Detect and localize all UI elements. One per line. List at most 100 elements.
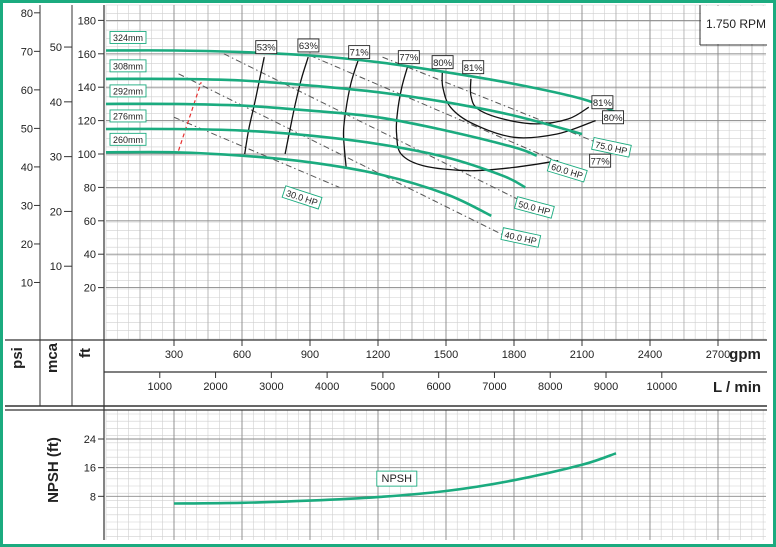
impeller-label-text: 260mm: [113, 135, 143, 145]
power-label-box: [546, 158, 588, 183]
mark-layer: 324mm 308mm 292mm 276mm 260mm 53% 63% 71% 77% 80%…: [105, 31, 632, 505]
power-label-box: [281, 185, 323, 210]
mca-tick-label: 20: [50, 206, 62, 218]
impeller-label: 292mm: [109, 84, 147, 98]
efficiency-label-text: 80%: [433, 58, 453, 69]
power-label-box: [500, 227, 542, 248]
npsh-limit-line: [177, 82, 202, 151]
efficiency-label-box: [397, 50, 420, 65]
efficiency-label-box: [602, 110, 625, 125]
power-label: 75.0 HP: [591, 136, 632, 158]
efficiency-label-box: [462, 60, 485, 75]
impeller-label-text: 324mm: [113, 33, 143, 43]
efficiency-label: 80%: [431, 55, 454, 70]
efficiency-label-box: [255, 40, 278, 55]
power-label-box: [513, 196, 555, 219]
head-curve: [105, 102, 538, 157]
efficiency-label: 53%: [255, 40, 278, 55]
efficiency-label-text: 80%: [604, 113, 624, 124]
efficiency-curve: [284, 56, 309, 155]
npsh-series-label: NPSH: [376, 470, 418, 487]
efficiency-label: 81%: [462, 60, 485, 75]
y-tick-label: 160: [78, 49, 96, 61]
y-tick-label: 20: [84, 283, 96, 295]
efficiency-label-text: 77%: [591, 156, 611, 167]
impeller-label-box: [109, 31, 147, 44]
impeller-label-box: [109, 109, 147, 123]
psi-tick-label: 40: [21, 162, 33, 174]
efficiency-curve: [441, 70, 596, 139]
y-tick-label: 60: [84, 216, 96, 228]
y-tick-label: 120: [78, 116, 96, 128]
efficiency-curve: [342, 60, 359, 170]
head-curve: [105, 77, 583, 136]
x2-tick-label: 8000: [538, 381, 562, 393]
y-tick-label: 100: [78, 149, 96, 161]
rpm-box: [701, 6, 766, 44]
head-curve: [105, 49, 617, 114]
impeller-label-box: [109, 59, 147, 73]
impeller-label-text: 276mm: [113, 112, 143, 122]
head-curve: [105, 127, 526, 189]
psi-tick-label: 10: [21, 277, 33, 289]
efficiency-label: 80%: [602, 110, 625, 125]
npsh-tick-label: 16: [84, 463, 96, 475]
psi-unit-label: psi: [9, 347, 26, 369]
x-tick-label: 300: [165, 349, 183, 361]
power-line: [223, 53, 528, 205]
ft-unit-label: ft: [77, 348, 94, 358]
efficiency-label: 77%: [589, 153, 612, 168]
rpm-label: 1.750 RPM: [706, 17, 766, 31]
x-tick-label: 600: [233, 349, 251, 361]
efficiency-curve: [469, 78, 590, 125]
psi-tick-label: 20: [21, 239, 33, 251]
impeller-label-box: [109, 84, 147, 98]
mca-tick-label: 50: [50, 42, 62, 54]
efficiency-label-box: [431, 55, 454, 70]
gpm-unit-label: gpm: [729, 346, 761, 363]
efficiency-label-text: 53%: [257, 43, 277, 54]
npsh-series-label-text: NPSH: [382, 473, 413, 485]
grid-layer: [105, 4, 766, 540]
x2-tick-label: 1000: [148, 381, 172, 393]
impeller-label: 276mm: [109, 109, 147, 123]
x-tick-label: 900: [301, 349, 319, 361]
x-tick-label: 2700: [706, 349, 730, 361]
psi-tick-label: 30: [21, 200, 33, 212]
efficiency-label-text: 81%: [464, 63, 484, 74]
x2-tick-label: 5000: [371, 381, 395, 393]
efficiency-label-text: 63%: [299, 41, 319, 52]
power-label-box: [591, 136, 632, 158]
npsh-curve: [173, 452, 617, 505]
x2-tick-label: 3000: [259, 381, 283, 393]
psi-tick-label: 60: [21, 85, 33, 97]
efficiency-label: 77%: [397, 50, 420, 65]
npsh-tick-label: 8: [90, 491, 96, 503]
y-tick-label: 180: [78, 15, 96, 27]
psi-tick-label: 80: [21, 8, 33, 20]
impeller-label: 308mm: [109, 59, 147, 73]
power-label: 40.0 HP: [500, 227, 542, 248]
mca-tick-label: 40: [50, 97, 62, 109]
mca-tick-label: 30: [50, 152, 62, 164]
x2-tick-label: 7000: [482, 381, 506, 393]
npsh-unit-label: NPSH (ft): [45, 437, 62, 503]
mca-tick-label: 10: [50, 261, 62, 273]
x-tick-label: 2100: [570, 349, 594, 361]
efficiency-label-box: [591, 95, 614, 110]
x-tick-label: 1800: [502, 349, 526, 361]
mca-unit-label: mca: [44, 342, 61, 373]
x2-tick-label: 6000: [426, 381, 450, 393]
efficiency-label-box: [297, 38, 320, 53]
axis-band: [5, 340, 767, 406]
efficiency-label-text: 71%: [350, 48, 370, 59]
efficiency-label-text: 81%: [593, 98, 613, 109]
psi-tick-label: 70: [21, 46, 33, 58]
impeller-label-text: 292mm: [113, 87, 143, 97]
x2-tick-label: 9000: [594, 381, 618, 393]
efficiency-label: 63%: [297, 38, 320, 53]
head-curve: [105, 150, 492, 217]
y-tick-label: 40: [84, 249, 96, 261]
